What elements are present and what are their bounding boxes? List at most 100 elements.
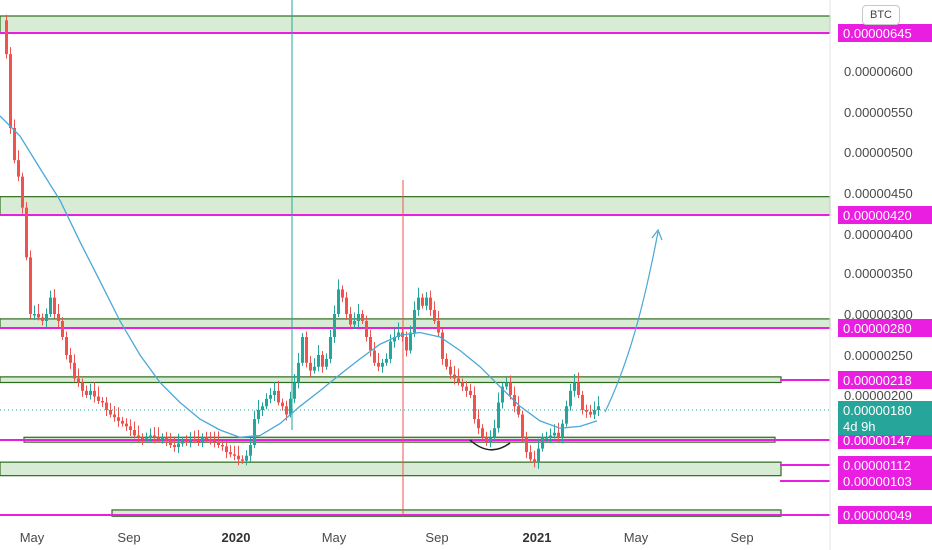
level-label-1: 0.00000420 [843, 208, 912, 223]
candle [257, 410, 260, 420]
candle [469, 390, 472, 395]
y-tick-8: 0.00000200 [844, 388, 913, 403]
candle [561, 423, 564, 438]
candle [573, 382, 576, 391]
candle [389, 341, 392, 359]
level-label-bg-3 [838, 371, 932, 389]
candle [201, 437, 204, 442]
candle [137, 435, 140, 438]
candle [457, 378, 460, 383]
candle [145, 438, 148, 440]
candle [233, 454, 236, 456]
candle [529, 452, 532, 460]
y-tick-1: 0.00000550 [844, 105, 913, 120]
candle [193, 439, 196, 441]
x-tick-2: 2020 [222, 530, 251, 545]
candle [29, 257, 32, 314]
level-label-bg-1 [838, 206, 932, 224]
candle [229, 452, 232, 455]
candle [381, 362, 384, 367]
current-price-label: 0.00000180 [843, 403, 912, 418]
candle [509, 382, 512, 395]
candle [589, 411, 592, 415]
candle [185, 440, 188, 443]
annotations-layer [469, 228, 663, 451]
candle [297, 362, 300, 383]
moving-average-layer [0, 115, 598, 438]
candle [565, 406, 568, 424]
candle [421, 297, 424, 306]
candle [61, 321, 64, 337]
candle [237, 455, 240, 460]
level-label-bg-2 [838, 319, 932, 337]
level-label-7: 0.00000049 [843, 508, 912, 523]
candle [181, 440, 184, 444]
zone-6 [111, 509, 782, 517]
candle [553, 432, 556, 436]
candle [69, 355, 72, 363]
currency-button[interactable]: BTC [862, 5, 900, 25]
candle [65, 337, 68, 355]
candle [73, 362, 76, 379]
candle [425, 297, 428, 306]
level-label-bg-7 [838, 506, 932, 524]
candle [541, 437, 544, 449]
level-label-6: 0.00000103 [843, 474, 912, 489]
candle [385, 358, 388, 363]
candle [121, 420, 124, 424]
candle [169, 440, 172, 445]
candle [413, 309, 416, 333]
candle [545, 437, 548, 439]
candle [461, 382, 464, 387]
candle [517, 406, 520, 415]
projection-arrow [604, 231, 659, 413]
candle [477, 419, 480, 429]
candle [521, 414, 524, 438]
level-label-bg-0 [838, 24, 932, 42]
zone-1 [0, 196, 831, 216]
candle [273, 390, 276, 395]
candle [285, 406, 288, 415]
candle [245, 455, 248, 461]
candle [353, 321, 356, 325]
y-tick-7: 0.00000250 [844, 348, 913, 363]
level-label-bg-6 [838, 472, 932, 490]
candle [249, 445, 252, 456]
candle [473, 395, 476, 420]
candle [393, 337, 396, 342]
candle [309, 362, 312, 371]
candle [337, 289, 340, 314]
candle [581, 395, 584, 410]
candle [105, 402, 108, 410]
candle [333, 314, 336, 337]
candle [317, 355, 320, 367]
level-label-bg-5 [838, 456, 932, 474]
candle [569, 390, 572, 407]
candle [165, 437, 168, 440]
candle [101, 401, 104, 403]
zone-3 [0, 376, 782, 384]
candle [97, 396, 100, 401]
candle [485, 437, 488, 442]
moving-average-line [0, 115, 598, 438]
y-tick-0: 0.00000600 [844, 64, 913, 79]
x-tick-3: May [322, 530, 347, 545]
candle [441, 332, 444, 359]
rounded-bottom-arc [469, 439, 511, 451]
candle [277, 390, 280, 403]
candle [361, 314, 364, 321]
candle [373, 350, 376, 363]
candle [505, 382, 508, 387]
candle [289, 398, 292, 415]
candle [269, 395, 272, 399]
candle [89, 390, 92, 395]
candle [197, 440, 200, 442]
candle [497, 402, 500, 429]
candle [157, 437, 160, 440]
candle [225, 446, 228, 453]
candle [481, 428, 484, 438]
zone-5 [0, 461, 782, 477]
candle [129, 426, 132, 430]
